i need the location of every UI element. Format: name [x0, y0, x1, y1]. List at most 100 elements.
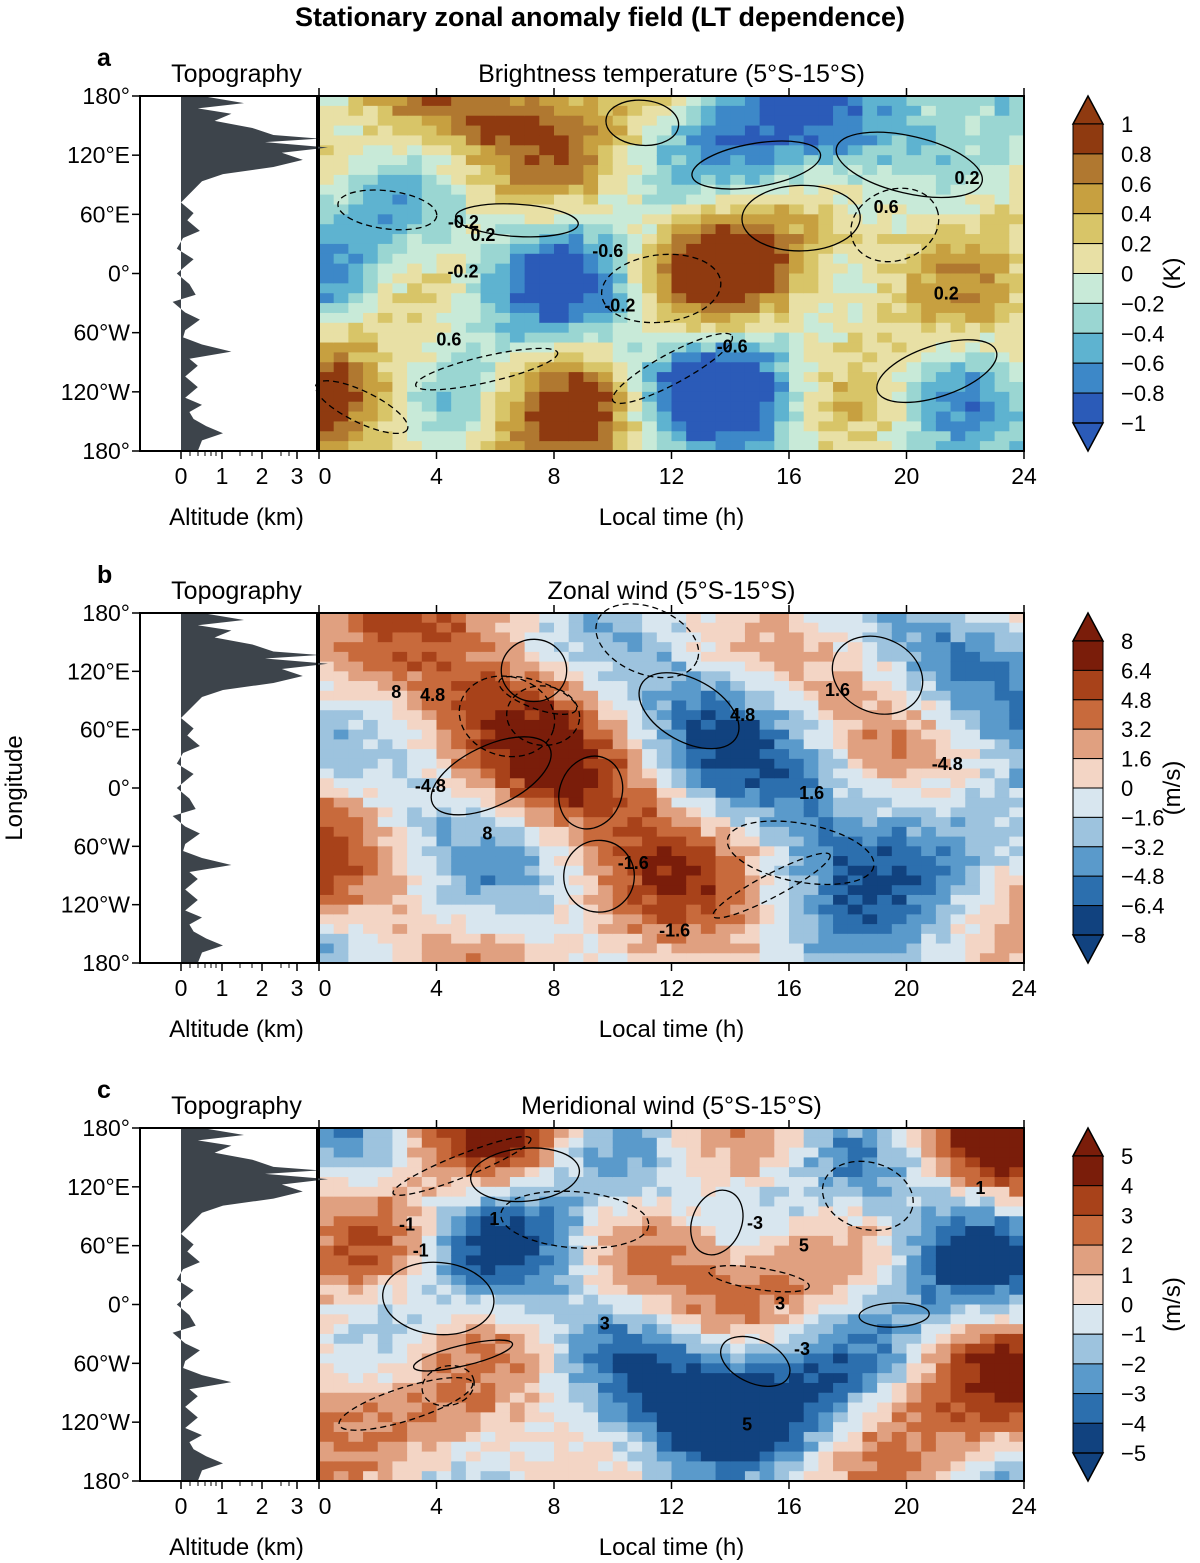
heatmap-cell: [803, 381, 819, 393]
heatmap-cell: [451, 807, 467, 818]
heatmap-cell: [598, 943, 614, 954]
heatmap-cell: [862, 875, 878, 886]
heatmap-cell: [656, 1177, 673, 1188]
heatmap-cell: [627, 729, 643, 740]
heatmap-cell: [642, 194, 658, 206]
heatmap-cell: [583, 1392, 599, 1404]
heatmap-cell: [818, 1402, 834, 1413]
heatmap-cell: [598, 651, 614, 663]
heatmap-cell: [480, 681, 496, 692]
heatmap-cell: [774, 174, 790, 186]
heatmap-cell: [436, 125, 452, 137]
heatmap-cell: [583, 1235, 599, 1247]
heatmap-cell: [598, 1451, 614, 1462]
heatmap-cell: [598, 1392, 614, 1404]
heatmap-cell: [862, 719, 878, 731]
heatmap-cell: [583, 642, 599, 653]
heatmap-cell: [348, 155, 364, 166]
heatmap-cell: [642, 1382, 658, 1394]
heatmap-cell: [803, 204, 819, 215]
heatmap-cell: [862, 826, 878, 838]
heatmap-cell: [642, 115, 658, 127]
heatmap-cell: [1009, 322, 1025, 334]
heatmap-cell: [598, 924, 614, 935]
heatmap-cell: [994, 817, 1010, 828]
heatmap-cell: [333, 96, 349, 107]
heatmap-cell: [877, 788, 893, 799]
heatmap-cell: [436, 1471, 452, 1482]
heatmap-cell: [921, 729, 937, 740]
heatmap-cell: [656, 700, 673, 711]
heatmap-cell: [348, 739, 364, 750]
heatmap-cell: [833, 322, 849, 334]
contour-label: -0.2: [448, 212, 479, 232]
heatmap-cell: [524, 115, 540, 127]
heatmap-cell: [554, 933, 570, 945]
heatmap-cell: [759, 719, 775, 731]
heatmap-cell: [877, 194, 893, 206]
heatmap-cell: [363, 788, 379, 799]
heatmap-cell: [568, 174, 584, 186]
heatmap-cell: [451, 1128, 467, 1139]
heatmap-cell: [715, 411, 731, 423]
heatmap-cell: [877, 875, 893, 886]
heatmap-cell: [451, 1343, 467, 1355]
heatmap-cell: [407, 885, 423, 896]
heatmap-cell: [495, 1353, 511, 1364]
heatmap-cell: [421, 174, 438, 186]
colorbar-tick-label: 0.2: [1121, 232, 1152, 257]
heatmap-cell: [774, 1412, 790, 1423]
heatmap-cell: [833, 865, 849, 877]
heatmap-cell: [671, 1216, 687, 1227]
heatmap-cell: [407, 243, 423, 255]
heatmap-cell: [392, 391, 408, 403]
heatmap-cell: [877, 914, 893, 925]
heatmap-cell: [686, 943, 702, 954]
heatmap-cell: [847, 263, 864, 275]
heatmap-cell: [730, 1167, 746, 1178]
heatmap-cell: [671, 836, 687, 847]
heatmap-cell: [774, 758, 790, 770]
heatmap-cell: [833, 953, 849, 964]
heatmap-cell: [847, 826, 864, 838]
heatmap-cell: [524, 1392, 540, 1404]
heatmap-cell: [465, 826, 482, 838]
heatmap-cell: [671, 875, 687, 886]
heatmap-cell: [1009, 253, 1025, 265]
heatmap-cell: [480, 1255, 496, 1266]
heatmap-cell: [774, 788, 790, 799]
heatmap-cell: [935, 105, 952, 117]
heatmap-cell: [436, 758, 452, 770]
heatmap-cell: [495, 622, 511, 634]
heatmap-cell: [935, 293, 952, 304]
heatmap-cell: [906, 885, 922, 896]
heatmap-cell: [642, 145, 658, 156]
heatmap-cell: [642, 234, 658, 245]
heatmap-cell: [407, 1177, 423, 1188]
heatmap-cell: [583, 1422, 599, 1433]
heatmap-cell: [539, 613, 555, 624]
heatmap-cell: [421, 1451, 438, 1462]
heatmap-cell: [965, 749, 981, 760]
heatmap-cell: [451, 1314, 467, 1325]
heatmap-cell: [568, 1167, 584, 1178]
heatmap-cell: [935, 807, 952, 818]
heatmap-cell: [421, 381, 438, 393]
heatmap-cell: [744, 155, 761, 166]
heatmap-cell: [730, 1402, 746, 1413]
heatmap-cell: [700, 312, 717, 324]
heatmap-cell: [392, 1186, 408, 1198]
heatmap-cell: [759, 381, 775, 393]
heatmap-cell: [803, 933, 819, 945]
heatmap-cell: [509, 1382, 526, 1394]
heatmap-cell: [392, 768, 408, 779]
heatmap-cell: [598, 1235, 614, 1247]
heatmap-cell: [363, 145, 379, 156]
heatmap-cell: [612, 303, 629, 314]
heatmap-cell: [509, 797, 526, 809]
heatmap-cell: [627, 875, 643, 886]
heatmap-cell: [583, 125, 599, 137]
heatmap-cell: [539, 234, 555, 245]
heatmap-cell: [847, 125, 864, 137]
heatmap-cell: [906, 778, 922, 789]
